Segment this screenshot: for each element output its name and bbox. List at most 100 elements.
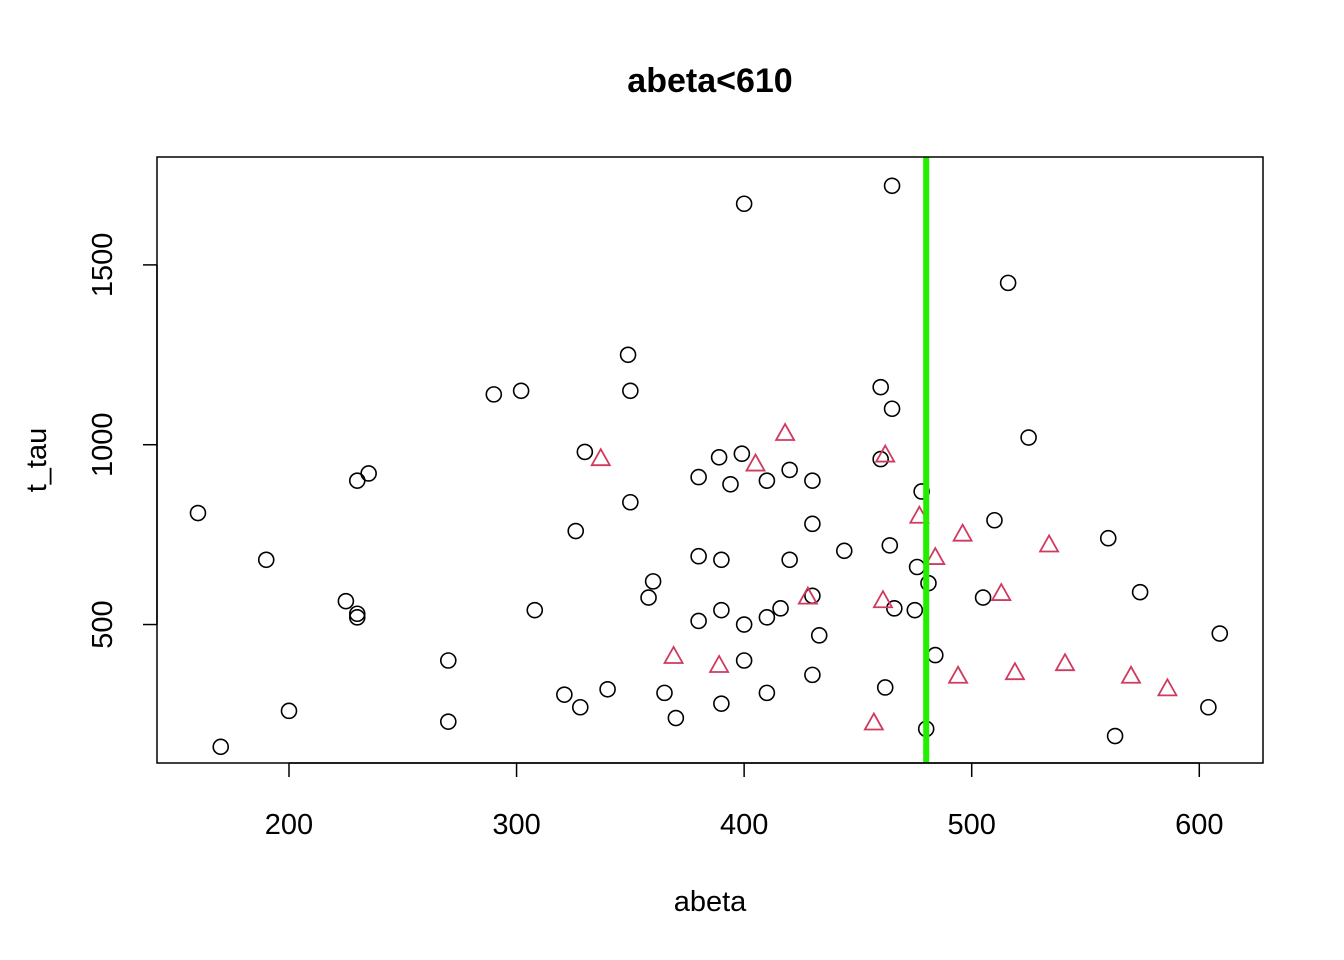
- data-point-circle: [567, 522, 585, 540]
- data-point-circle: [280, 702, 298, 720]
- data-point-circle: [690, 612, 707, 630]
- data-point-triangle: [590, 447, 612, 467]
- x-tick-label: 300: [492, 809, 540, 841]
- data-point-circle: [804, 666, 821, 684]
- data-point-triangle: [1156, 677, 1178, 697]
- data-point-circle: [926, 646, 944, 664]
- data-point-circle: [439, 713, 457, 730]
- data-point-triangle: [663, 645, 685, 664]
- data-point-circle: [189, 504, 207, 522]
- data-point-circle: [883, 400, 901, 418]
- data-point-circle: [1020, 429, 1037, 446]
- data-point-circle: [1200, 698, 1217, 716]
- y-axis-label: t_tau: [21, 428, 53, 493]
- data-point-triangle: [1054, 652, 1076, 672]
- data-point-circle: [735, 616, 753, 633]
- data-point-triangle: [1004, 661, 1026, 681]
- data-point-triangle: [708, 654, 730, 673]
- data-point-triangle: [1038, 533, 1060, 553]
- data-point-circle: [257, 551, 275, 569]
- y-axis: 500 1000 1500: [87, 233, 158, 649]
- x-tick-label: 400: [720, 809, 768, 841]
- data-point-circle: [781, 551, 798, 569]
- data-point-circle: [876, 679, 894, 696]
- x-tick-label: 200: [265, 809, 313, 841]
- data-point-circle: [512, 382, 530, 400]
- data-point-circle: [599, 680, 616, 698]
- data-point-circle: [835, 542, 853, 560]
- data-point-circle: [772, 600, 789, 617]
- data-point-circle: [735, 195, 753, 213]
- data-point-circle: [576, 443, 594, 461]
- data-point-circle: [348, 609, 366, 626]
- data-point-circle: [619, 346, 637, 364]
- data-point-circle: [758, 684, 776, 702]
- data-point-circle: [872, 450, 889, 468]
- data-point-circle: [883, 177, 901, 195]
- data-point-triangle: [947, 664, 969, 684]
- data-point-triangle: [744, 452, 767, 472]
- data-point-circle: [733, 445, 751, 463]
- data-point-circle: [758, 609, 776, 626]
- data-point-triangle: [924, 546, 946, 565]
- data-point-circle: [986, 511, 1003, 529]
- data-point-circle: [804, 472, 821, 489]
- x-axis-label: abeta: [674, 886, 747, 918]
- data-point-circle: [1131, 583, 1149, 601]
- data-marks: [189, 157, 1229, 763]
- data-point-circle: [212, 738, 230, 756]
- data-point-circle: [526, 601, 544, 619]
- data-point-circle: [337, 592, 355, 610]
- data-point-circle: [804, 515, 821, 533]
- data-point-circle: [810, 627, 828, 644]
- data-point-triangle: [990, 582, 1012, 601]
- x-tick-label: 500: [948, 809, 996, 841]
- data-point-circle: [999, 274, 1017, 292]
- data-point-triangle: [863, 711, 885, 731]
- data-point-circle: [556, 686, 573, 703]
- data-point-circle: [348, 605, 366, 623]
- data-point-circle: [690, 547, 707, 565]
- y-tick-label: 1500: [87, 233, 119, 298]
- data-point-triangle: [872, 589, 894, 609]
- x-tick-label: 600: [1175, 809, 1223, 841]
- chart-title: abeta<610: [627, 62, 792, 100]
- data-point-circle: [713, 601, 730, 619]
- data-point-circle: [348, 472, 366, 489]
- y-tick-label: 500: [87, 600, 119, 648]
- data-point-circle: [713, 695, 730, 712]
- data-point-circle: [886, 600, 903, 617]
- data-point-circle: [571, 698, 589, 716]
- data-point-triangle: [774, 422, 796, 441]
- data-point-circle: [1106, 727, 1124, 745]
- data-point-circle: [656, 684, 673, 702]
- data-point-circle: [710, 449, 728, 466]
- data-point-triangle: [874, 443, 896, 463]
- data-point-circle: [439, 652, 457, 669]
- data-point-circle: [908, 558, 926, 576]
- data-point-circle: [1211, 625, 1229, 642]
- data-point-circle: [974, 589, 992, 606]
- data-point-circle: [722, 475, 739, 493]
- x-axis: 200 300 400 500 600: [265, 762, 1223, 841]
- data-point-circle: [622, 382, 639, 400]
- data-point-circle: [735, 652, 753, 669]
- data-point-circle: [644, 573, 662, 590]
- data-point-circle: [758, 472, 776, 489]
- data-point-circle: [781, 461, 798, 479]
- data-point-triangle: [1120, 664, 1142, 684]
- data-point-circle: [640, 589, 657, 606]
- data-point-circle: [485, 386, 503, 403]
- data-point-circle: [881, 537, 899, 554]
- data-point-circle: [360, 465, 377, 482]
- y-tick-label: 1000: [87, 412, 119, 477]
- data-point-circle: [622, 493, 639, 511]
- data-point-circle: [872, 378, 889, 396]
- data-point-circle: [1099, 529, 1117, 547]
- data-point-circle: [713, 551, 730, 569]
- data-point-triangle: [952, 522, 974, 542]
- data-point-circle: [690, 468, 707, 486]
- data-point-circle: [906, 601, 924, 619]
- data-point-circle: [667, 709, 685, 727]
